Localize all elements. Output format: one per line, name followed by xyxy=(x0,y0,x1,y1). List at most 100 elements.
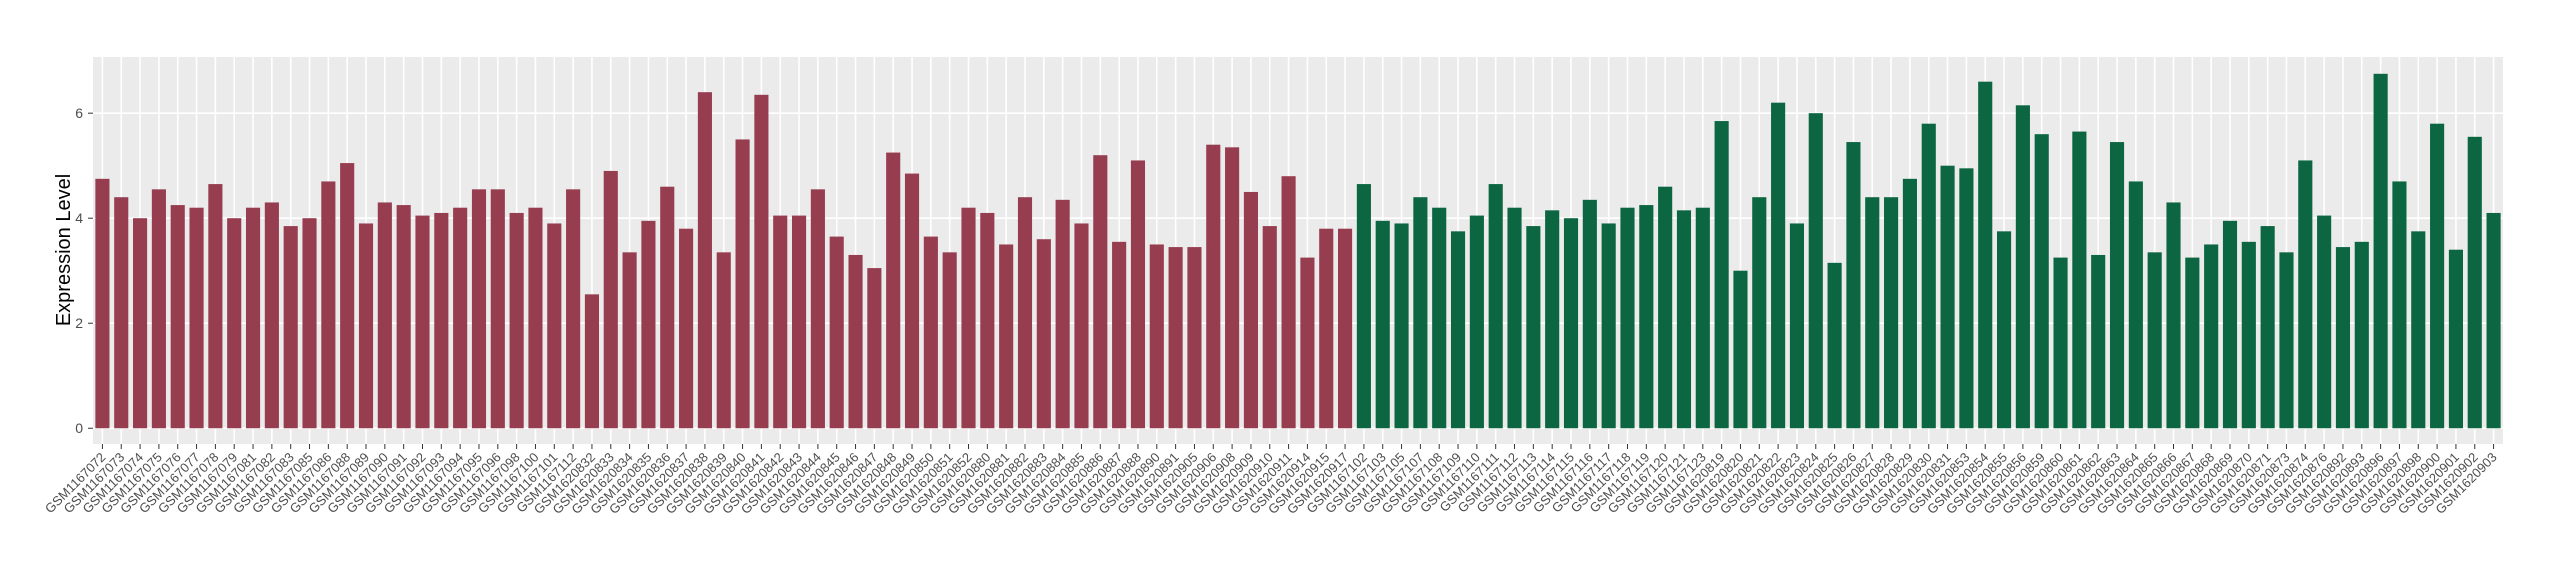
bar xyxy=(1563,218,1579,429)
bar xyxy=(1526,226,1541,429)
bar xyxy=(340,163,355,429)
bar xyxy=(2354,241,2369,429)
bar xyxy=(1752,197,1767,429)
bar xyxy=(848,254,863,429)
bar xyxy=(2222,220,2238,429)
bar xyxy=(904,173,920,429)
bar xyxy=(1319,228,1334,429)
bar xyxy=(2034,134,2049,429)
bar xyxy=(1996,231,2012,429)
bar xyxy=(1243,191,1258,429)
bar xyxy=(1771,102,1786,429)
bar xyxy=(2430,123,2445,429)
bar xyxy=(1601,223,1616,429)
bar xyxy=(2392,181,2407,429)
bar xyxy=(1639,205,1654,429)
bar xyxy=(1959,168,1974,429)
bar xyxy=(471,189,487,429)
bar xyxy=(2053,257,2068,429)
bar xyxy=(453,207,468,429)
bar xyxy=(1714,121,1729,429)
bar xyxy=(1733,270,1748,429)
bar xyxy=(1450,231,1466,429)
bar xyxy=(603,170,618,429)
bar xyxy=(1149,244,1164,429)
bar xyxy=(283,226,298,429)
bar xyxy=(1130,160,1146,429)
bar xyxy=(773,215,788,429)
bar xyxy=(1300,257,1315,429)
bar xyxy=(1940,165,1955,429)
bar xyxy=(95,178,110,429)
bar xyxy=(1036,239,1051,429)
bar xyxy=(547,223,562,429)
bar xyxy=(1846,142,1861,429)
bar xyxy=(208,184,223,429)
bar xyxy=(2279,252,2294,429)
bar xyxy=(1658,186,1673,429)
bar xyxy=(1281,176,1296,429)
bar xyxy=(170,205,185,429)
bar xyxy=(980,212,995,429)
bar xyxy=(2109,142,2125,429)
bar xyxy=(2260,226,2275,429)
bar xyxy=(1112,241,1127,429)
bar xyxy=(1394,223,1409,429)
bar xyxy=(1978,81,1993,429)
bar xyxy=(810,189,825,429)
bar xyxy=(1338,228,1353,429)
bar xyxy=(867,268,882,429)
bar xyxy=(2147,252,2162,429)
bar xyxy=(509,212,524,429)
bar xyxy=(584,294,600,429)
bar xyxy=(1582,199,1597,429)
bar xyxy=(641,220,656,429)
bar xyxy=(245,207,261,429)
bar xyxy=(2091,254,2106,429)
bar xyxy=(2486,212,2501,429)
bar xyxy=(1469,215,1484,429)
bar xyxy=(2166,202,2181,429)
bar xyxy=(1865,197,1880,429)
y-tick-label: 6 xyxy=(75,105,83,121)
bar xyxy=(2335,247,2351,429)
bar xyxy=(1168,247,1183,429)
bar xyxy=(999,244,1014,429)
bar xyxy=(2448,249,2463,429)
bar xyxy=(679,228,694,429)
y-axis-label: Expression Level xyxy=(53,174,75,326)
bar xyxy=(2467,136,2482,429)
bar xyxy=(302,218,317,429)
bar xyxy=(1225,147,1240,429)
bar xyxy=(1413,197,1428,429)
bar xyxy=(1375,220,1390,429)
bar xyxy=(1093,155,1108,429)
bar xyxy=(1545,210,1560,429)
bar xyxy=(923,236,938,429)
bar xyxy=(1187,247,1202,429)
bar xyxy=(2072,131,2087,429)
bar xyxy=(2185,257,2200,429)
bar xyxy=(791,215,807,429)
bar xyxy=(396,205,411,429)
bar xyxy=(1206,144,1221,429)
bar xyxy=(114,197,129,429)
bar xyxy=(1902,178,1917,429)
bar xyxy=(1676,210,1692,429)
bar xyxy=(133,218,148,429)
bar xyxy=(2204,244,2219,429)
bar xyxy=(566,189,581,429)
bar xyxy=(2317,215,2332,429)
bar xyxy=(942,252,957,429)
bar xyxy=(1789,223,1805,429)
y-tick-label: 0 xyxy=(75,420,83,436)
bar xyxy=(1884,197,1899,429)
bar xyxy=(2411,231,2426,429)
bar xyxy=(1488,184,1503,429)
bar xyxy=(1262,226,1277,429)
bar xyxy=(1432,207,1447,429)
bar xyxy=(2298,160,2313,429)
bar xyxy=(189,207,204,429)
bar xyxy=(886,152,901,429)
